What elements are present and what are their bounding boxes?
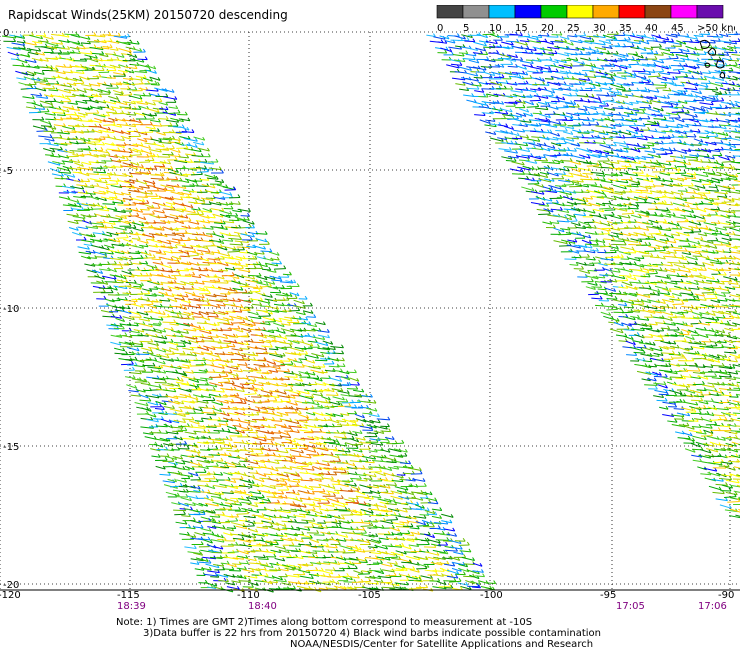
lon-label: -105	[358, 590, 381, 601]
wind-barb-swaths	[1, 30, 740, 593]
lat-label: 0	[3, 28, 9, 39]
legend-label: 5	[463, 23, 469, 34]
island-outlines	[699, 39, 726, 79]
lat-lon-grid	[0, 31, 740, 591]
lon-label: -100	[480, 590, 503, 601]
legend-swatch	[566, 5, 594, 19]
legend-label: 35	[619, 23, 632, 34]
legend-swatch	[488, 5, 516, 19]
legend-swatch	[670, 5, 698, 19]
legend-label: 40	[645, 23, 658, 34]
legend-swatch	[462, 5, 490, 19]
lon-label: -95	[600, 590, 616, 601]
lon-label: -115	[117, 590, 140, 601]
time-label: 17:06	[698, 601, 727, 612]
latitude-labels: 0 -5 -10 -15 -20	[3, 28, 19, 591]
legend-label: 30	[593, 23, 606, 34]
legend-label: >50 knots	[697, 23, 735, 34]
legend-swatch	[644, 5, 672, 19]
note-line-2: 3)Data buffer is 22 hrs from 20150720 4)…	[143, 628, 601, 639]
lon-label: -90	[718, 590, 734, 601]
legend-swatch	[514, 5, 542, 19]
time-label: 18:39	[117, 601, 146, 612]
time-label: 17:05	[616, 601, 645, 612]
page-title: Rapidscat Winds(25KM) 20150720 descendin…	[8, 8, 288, 22]
legend-label: 0	[437, 23, 443, 34]
legend-swatch	[540, 5, 568, 19]
legend-label: 20	[541, 23, 554, 34]
speed-color-legend: 0 5 10 15 20 25 30 35 40 45 >50 knots	[436, 5, 735, 34]
time-label: 18:40	[248, 601, 277, 612]
lat-label: -20	[3, 580, 19, 591]
legend-swatch	[618, 5, 646, 19]
legend-swatch	[592, 5, 620, 19]
legend-swatch	[696, 5, 724, 19]
legend-label: 15	[515, 23, 528, 34]
longitude-labels: -120 -115 -110 -105 -100 -95 -90	[0, 590, 734, 601]
time-labels: 18:39 18:40 17:05 17:06	[117, 601, 727, 612]
lon-label: -120	[0, 590, 21, 601]
lat-label: -15	[3, 442, 19, 453]
legend-swatch	[436, 5, 464, 19]
legend-label: 25	[567, 23, 580, 34]
note-line-3: NOAA/NESDIS/Center for Satellite Applica…	[290, 639, 594, 650]
note-line-1: Note: 1) Times are GMT 2)Times along bot…	[116, 617, 533, 628]
lat-label: -5	[3, 166, 13, 177]
legend-label: 45	[671, 23, 684, 34]
lon-label: -110	[237, 590, 260, 601]
lat-label: -10	[3, 304, 19, 315]
legend-label: 10	[489, 23, 502, 34]
